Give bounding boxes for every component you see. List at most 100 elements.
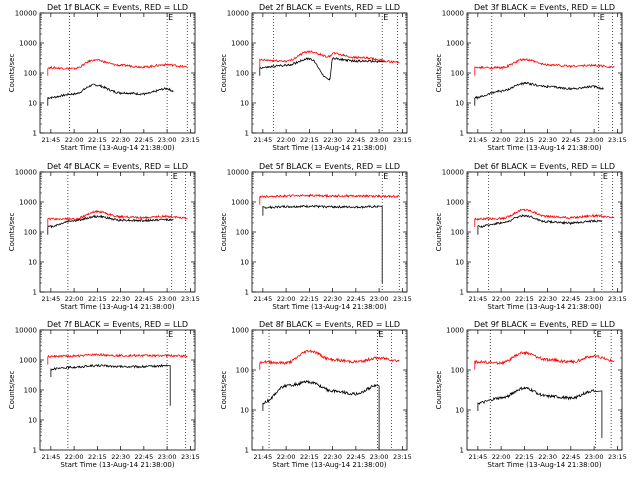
x-tick-label: 22:45 (346, 453, 365, 461)
chart-title: Det 8f BLACK = Events, RED = LLD (259, 320, 400, 329)
y-axis-label: Counts/sec (435, 54, 443, 93)
x-axis-label: Start Time (13-Aug-14 21:38:00) (60, 461, 174, 469)
y-tick-label: 10 (240, 259, 249, 267)
y-tick-label: 10 (455, 407, 464, 415)
x-tick-label: 22:15 (515, 295, 534, 303)
y-tick-label: 10 (28, 100, 37, 108)
events-series-line (477, 213, 603, 235)
y-tick-label: 10 (455, 259, 464, 267)
chart-title: Det 1f BLACK = Events, RED = LLD (47, 3, 188, 12)
plot-frame (251, 12, 408, 134)
x-axis-label: Start Time (13-Aug-14 21:38:00) (60, 144, 174, 152)
x-axis-label: Start Time (13-Aug-14 21:38:00) (487, 461, 601, 469)
x-tick-label: 23:15 (181, 295, 200, 303)
plot-frame (466, 329, 623, 451)
y-axis-label: Counts/sec (8, 54, 16, 93)
x-tick-label: 22:15 (88, 136, 107, 144)
x-tick-label: 22:00 (492, 136, 511, 144)
x-tick-label: 21:45 (253, 136, 272, 144)
chart-panel: Det 8f BLACK = Events, RED = LLD 1 10 100 10… (220, 320, 412, 469)
chart-title: Det 6f BLACK = Events, RED = LLD (474, 162, 615, 171)
x-tick-label: 23:00 (158, 295, 177, 303)
x-tick-label: 23:15 (181, 136, 200, 144)
chart-title: Det 9f BLACK = Events, RED = LLD (474, 320, 615, 329)
x-tick-label: 22:00 (492, 295, 511, 303)
events-series-line (47, 83, 174, 106)
plot-frame (251, 329, 408, 451)
y-tick-label: 1000 (231, 199, 249, 207)
y-tick-label: 1 (245, 289, 249, 297)
events-series-line (262, 379, 380, 450)
lld-series-line (259, 349, 400, 370)
y-tick-label: 1 (33, 130, 37, 138)
y-tick-label: 10000 (442, 169, 464, 177)
y-tick-label: 1000 (446, 327, 464, 335)
x-tick-label: 22:15 (300, 453, 319, 461)
y-tick-label: 100 (236, 70, 249, 78)
x-axis-label: Start Time (13-Aug-14 21:38:00) (272, 144, 386, 152)
x-tick-label: 22:00 (277, 453, 296, 461)
x-tick-label: 23:00 (585, 453, 604, 461)
x-tick-label: 23:00 (370, 295, 389, 303)
x-tick-label: 22:30 (111, 295, 130, 303)
y-tick-label: 100 (236, 229, 249, 237)
time-marker-label: E (600, 13, 605, 22)
events-series-line (262, 204, 383, 283)
x-axis-label: Start Time (13-Aug-14 21:38:00) (60, 303, 174, 311)
x-axis-label: Start Time (13-Aug-14 21:38:00) (487, 144, 601, 152)
y-tick-label: 1 (460, 130, 464, 138)
lld-series-line (259, 193, 400, 205)
y-axis-label: Counts/sec (220, 213, 228, 252)
x-tick-label: 21:45 (468, 453, 487, 461)
time-marker-label: E (379, 330, 384, 339)
y-tick-label: 1 (33, 289, 37, 297)
y-tick-label: 100 (451, 367, 464, 375)
y-tick-label: 1 (33, 447, 37, 455)
plot-frame (466, 171, 623, 293)
x-tick-label: 22:30 (538, 295, 557, 303)
y-tick-label: 10 (28, 259, 37, 267)
x-axis-label: Start Time (13-Aug-14 21:38:00) (272, 303, 386, 311)
y-tick-label: 100 (451, 229, 464, 237)
chart-panel: Det 2f BLACK = Events, RED = LLD 1 10 100 10… (220, 3, 412, 152)
events-series-line (259, 57, 386, 81)
x-tick-label: 23:15 (393, 295, 412, 303)
x-tick-label: 22:30 (323, 453, 342, 461)
x-tick-label: 23:00 (585, 136, 604, 144)
x-tick-label: 21:45 (468, 295, 487, 303)
x-tick-label: 22:45 (561, 453, 580, 461)
y-tick-label: 10000 (15, 10, 37, 18)
x-tick-label: 22:15 (88, 295, 107, 303)
x-tick-label: 22:30 (111, 453, 130, 461)
plot-frame (251, 171, 408, 293)
x-tick-label: 22:30 (111, 136, 130, 144)
x-tick-label: 22:30 (323, 136, 342, 144)
time-marker-label: E (173, 172, 178, 181)
chart-title: Det 4f BLACK = Events, RED = LLD (47, 162, 188, 171)
y-tick-label: 10 (240, 407, 249, 415)
events-series-line (50, 363, 171, 406)
x-tick-label: 22:45 (561, 136, 580, 144)
events-series-line (474, 81, 604, 106)
lld-series-line (259, 49, 400, 69)
y-tick-label: 1000 (19, 40, 37, 48)
y-axis-label: Counts/sec (8, 371, 16, 410)
x-tick-label: 22:45 (561, 295, 580, 303)
time-marker-label: E (597, 330, 602, 339)
plot-frame (39, 329, 196, 451)
x-tick-label: 22:00 (492, 453, 511, 461)
x-tick-label: 23:15 (393, 453, 412, 461)
x-tick-label: 22:45 (134, 136, 153, 144)
x-tick-label: 22:45 (134, 453, 153, 461)
x-tick-label: 22:00 (277, 295, 296, 303)
time-marker-label: E (603, 172, 608, 181)
x-tick-label: 22:45 (134, 295, 153, 303)
x-tick-label: 23:00 (370, 453, 389, 461)
lld-series-line (47, 209, 188, 228)
lld-series-line (474, 350, 615, 370)
x-tick-label: 22:15 (300, 295, 319, 303)
y-axis-label: Counts/sec (220, 371, 228, 410)
x-tick-label: 22:30 (538, 136, 557, 144)
chart-panel: Det 7f BLACK = Events, RED = LLD 1 10 100 10… (8, 320, 200, 469)
y-axis-label: Counts/sec (8, 213, 16, 252)
